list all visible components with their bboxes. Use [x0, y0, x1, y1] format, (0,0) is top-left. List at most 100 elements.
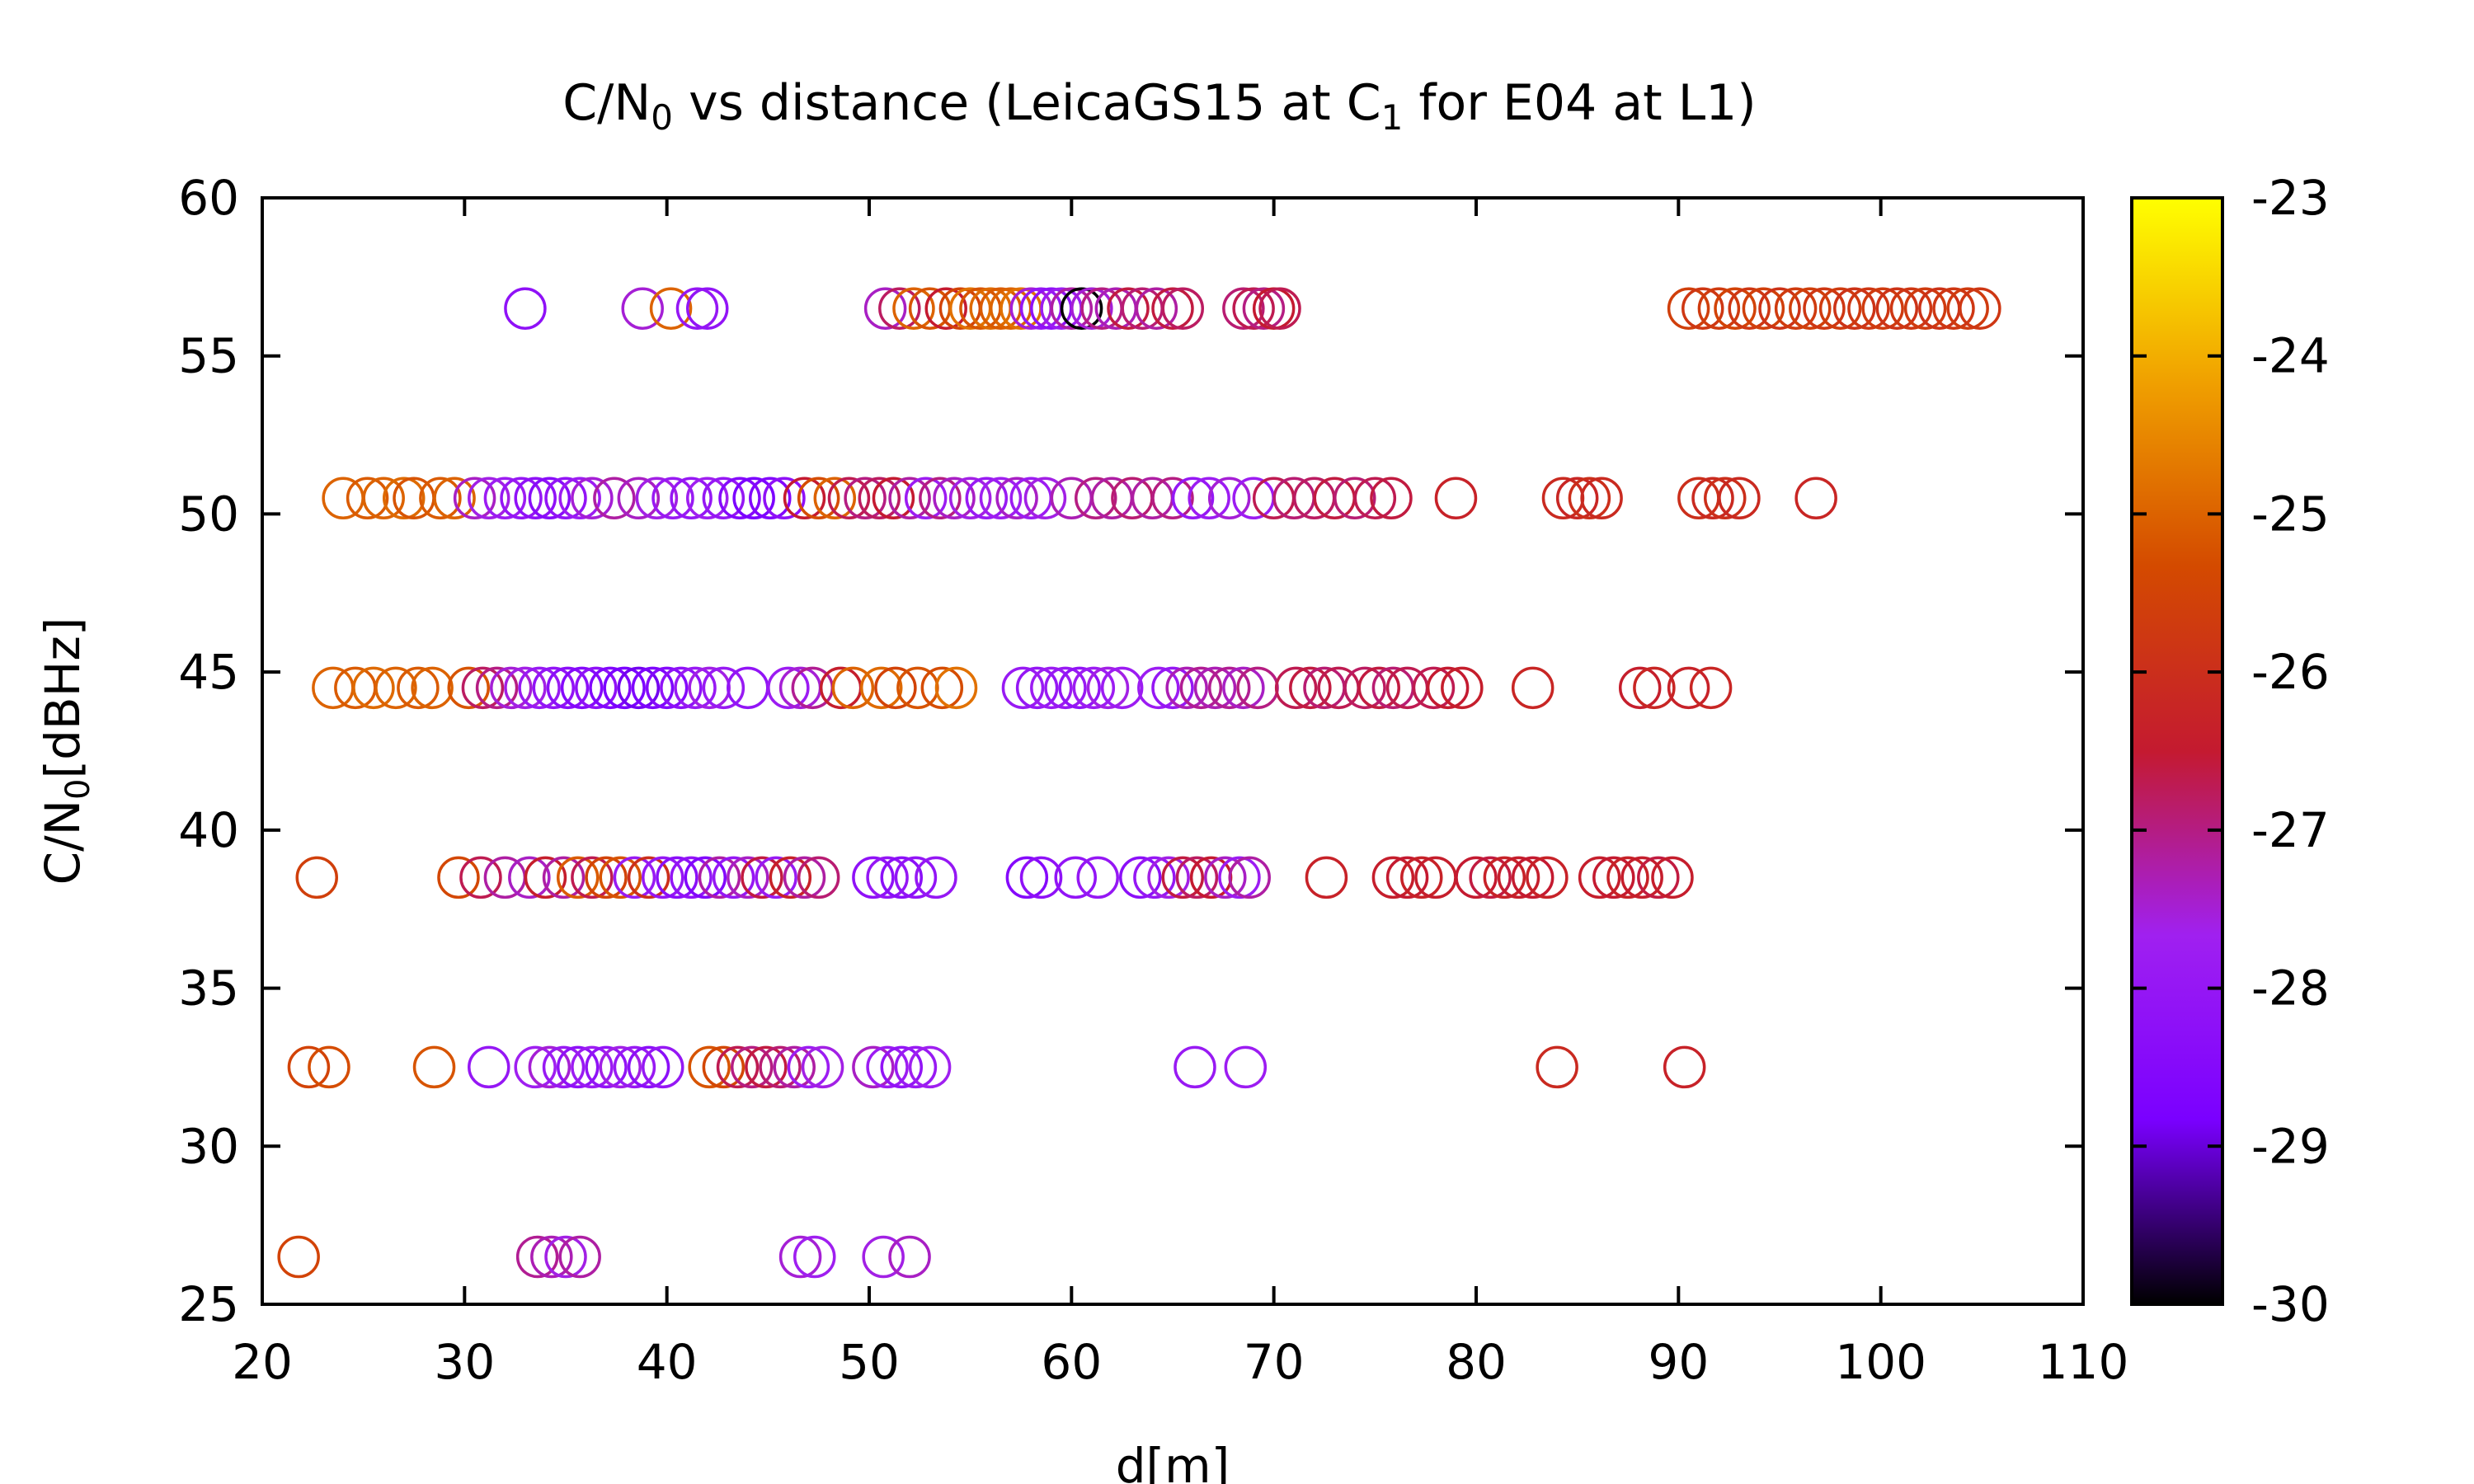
data-point: [1001, 666, 1045, 710]
data-point: [1526, 856, 1569, 899]
data-point: [1691, 477, 1734, 520]
data-point: [453, 477, 496, 520]
data-point: [749, 477, 792, 520]
data-point: [732, 477, 775, 520]
data-point: [660, 666, 703, 710]
data-point: [475, 666, 519, 710]
title-sub0: 0: [651, 97, 673, 138]
data-point: [793, 1235, 836, 1279]
data-point: [599, 856, 642, 899]
data-point: [346, 477, 389, 520]
data-point: [797, 477, 840, 520]
data-point: [763, 477, 806, 520]
data-point: [1305, 856, 1348, 899]
data-point: [852, 1045, 895, 1089]
data-point: [1193, 666, 1237, 710]
y-label-suffix: [dBHz]: [35, 618, 91, 779]
data-point: [979, 477, 1023, 520]
data-point: [1151, 287, 1194, 330]
data-point: [1469, 856, 1512, 899]
data-point: [866, 856, 909, 899]
data-point: [1086, 666, 1130, 710]
data-point: [908, 287, 952, 330]
data-point: [1789, 287, 1832, 330]
data-point: [688, 1045, 731, 1089]
data-point: [1511, 666, 1554, 710]
data-point: [1606, 856, 1649, 899]
data-point: [863, 287, 907, 330]
data-point: [461, 666, 505, 710]
data-point: [631, 666, 675, 710]
data-point: [504, 666, 547, 710]
data-point: [718, 477, 761, 520]
data-point: [585, 1045, 628, 1089]
data-point: [1667, 287, 1710, 330]
data-point: [1875, 287, 1919, 330]
data-point: [1400, 856, 1443, 899]
data-point: [571, 856, 614, 899]
data-point: [1228, 856, 1271, 899]
data-point: [621, 287, 664, 330]
data-point: [585, 856, 628, 899]
data-point: [948, 477, 992, 520]
data-point: [684, 856, 727, 899]
data-point: [1742, 287, 1785, 330]
data-point: [459, 856, 502, 899]
data-point: [874, 666, 917, 710]
data-point: [1794, 477, 1837, 520]
data-point: [1704, 477, 1747, 520]
data-point: [712, 856, 755, 899]
data-point: [933, 477, 976, 520]
data-point: [308, 1045, 350, 1089]
data-point: [1050, 477, 1094, 520]
title-suffix: for E04 at L1): [1403, 74, 1756, 132]
data-point: [1050, 287, 1094, 330]
data-point: [1174, 1045, 1216, 1089]
data-point: [1188, 477, 1230, 520]
data-point: [571, 1045, 614, 1089]
data-point: [1946, 287, 1989, 330]
data-point: [635, 477, 679, 520]
data-point: [1133, 856, 1176, 899]
data-point: [1497, 856, 1540, 899]
data-point: [1224, 1045, 1268, 1089]
data-point: [1718, 477, 1761, 520]
data-point: [627, 1045, 670, 1089]
data-point: [1030, 666, 1073, 710]
data-point: [419, 477, 462, 520]
data-point: [1137, 666, 1180, 710]
data-point: [1044, 666, 1087, 710]
data-point: [1861, 287, 1904, 330]
data-point: [908, 1045, 952, 1089]
data-point: [670, 856, 713, 899]
data-point: [1222, 287, 1265, 330]
data-point: [896, 666, 939, 710]
data-point: [685, 287, 729, 330]
data-point: [1568, 477, 1611, 520]
data-point: [741, 856, 783, 899]
data-point: [374, 666, 417, 710]
data-point: [919, 477, 962, 520]
data-point: [500, 477, 543, 520]
colorbar-ticks: -30 -29 -28 -27 -26 -25 -24 -23: [2132, 170, 2330, 1332]
data-point: [1618, 666, 1662, 710]
data-point: [730, 1045, 774, 1089]
data-point: [1633, 666, 1676, 710]
data-point: [1054, 856, 1097, 899]
data-point: [1592, 856, 1635, 899]
data-point: [589, 666, 632, 710]
data-point: [1714, 287, 1757, 330]
data-point: [397, 666, 440, 710]
data-point: [783, 856, 826, 899]
data-point: [1774, 287, 1818, 330]
data-point: [1023, 477, 1067, 520]
data-point: [1207, 477, 1251, 520]
data-point: [1107, 287, 1150, 330]
data-point: [544, 477, 587, 520]
data-point: [1818, 287, 1862, 330]
data-point: [878, 287, 921, 330]
data-point: [437, 856, 480, 899]
data-point: [412, 1045, 456, 1089]
data-point: [773, 1045, 816, 1089]
data-point: [1289, 666, 1332, 710]
